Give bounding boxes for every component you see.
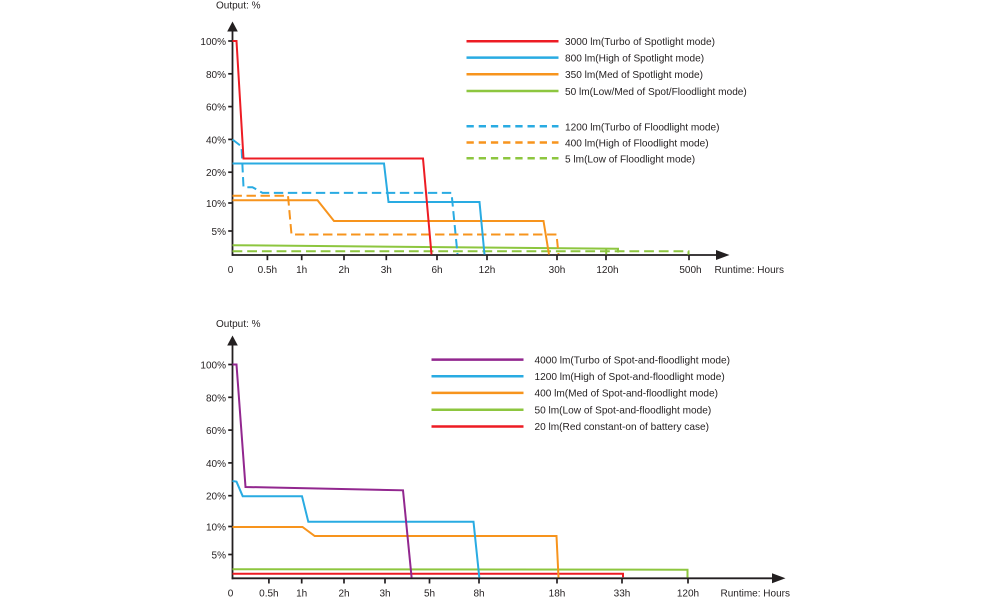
svg-text:5%: 5% <box>212 551 227 562</box>
svg-text:3000 lm(Turbo of Spotlight mod: 3000 lm(Turbo of Spotlight mode) <box>565 37 715 48</box>
svg-text:40%: 40% <box>206 135 226 146</box>
svg-text:Output: %: Output: % <box>216 0 261 11</box>
svg-text:10%: 10% <box>206 523 226 534</box>
svg-text:8h: 8h <box>473 589 484 600</box>
svg-text:80%: 80% <box>206 393 226 404</box>
svg-text:20 lm(Red constant-on of batte: 20 lm(Red constant-on of battery case) <box>535 422 709 433</box>
svg-text:3h: 3h <box>379 589 390 600</box>
svg-text:0: 0 <box>228 265 234 276</box>
svg-text:1h: 1h <box>296 265 307 276</box>
svg-text:60%: 60% <box>206 103 226 114</box>
svg-text:5h: 5h <box>424 589 435 600</box>
svg-text:120h: 120h <box>596 265 618 276</box>
svg-text:20%: 20% <box>206 168 226 179</box>
svg-text:60%: 60% <box>206 426 226 437</box>
svg-text:3h: 3h <box>381 265 392 276</box>
svg-text:5%: 5% <box>212 227 227 238</box>
svg-text:400 lm(High of Floodlight mode: 400 lm(High of Floodlight mode) <box>565 139 709 150</box>
svg-text:50 lm(Low of Spot-and-floodlig: 50 lm(Low of Spot-and-floodlight mode) <box>535 406 712 417</box>
svg-text:1200 lm(Turbo of Floodlight mo: 1200 lm(Turbo of Floodlight mode) <box>565 122 719 133</box>
svg-text:500h: 500h <box>679 265 701 276</box>
svg-text:Runtime: Hours: Runtime: Hours <box>721 589 790 600</box>
svg-text:Runtime: Hours: Runtime: Hours <box>715 265 784 276</box>
svg-text:50 lm(Low/Med of Spot/Floodlig: 50 lm(Low/Med of Spot/Floodlight mode) <box>565 87 747 98</box>
svg-text:350 lm(Med of Spotlight mode): 350 lm(Med of Spotlight mode) <box>565 70 703 81</box>
svg-text:1h: 1h <box>296 589 307 600</box>
svg-text:2h: 2h <box>338 265 349 276</box>
svg-text:100%: 100% <box>200 37 226 48</box>
svg-text:2h: 2h <box>338 589 349 600</box>
svg-text:6h: 6h <box>431 265 442 276</box>
svg-text:120h: 120h <box>677 589 699 600</box>
svg-text:4000 lm(Turbo of Spot-and-floo: 4000 lm(Turbo of Spot-and-floodlight mod… <box>535 355 730 366</box>
svg-text:80%: 80% <box>206 70 226 81</box>
svg-text:5 lm(Low of Floodlight mode): 5 lm(Low of Floodlight mode) <box>565 154 695 165</box>
svg-text:0.5h: 0.5h <box>259 589 278 600</box>
svg-text:18h: 18h <box>549 589 566 600</box>
svg-text:20%: 20% <box>206 492 226 503</box>
svg-text:100%: 100% <box>200 361 226 372</box>
svg-text:30h: 30h <box>549 265 566 276</box>
svg-text:400 lm(Med of Spot-and-floodli: 400 lm(Med of Spot-and-floodlight mode) <box>535 389 718 400</box>
svg-text:0: 0 <box>228 589 234 600</box>
svg-text:10%: 10% <box>206 199 226 210</box>
svg-text:40%: 40% <box>206 459 226 470</box>
svg-text:0.5h: 0.5h <box>258 265 277 276</box>
svg-text:800 lm(High of Spotlight mode): 800 lm(High of Spotlight mode) <box>565 54 704 65</box>
svg-text:Output: %: Output: % <box>216 319 261 330</box>
svg-text:1200 lm(High of Spot-and-flood: 1200 lm(High of Spot-and-floodlight mode… <box>535 372 725 383</box>
svg-text:12h: 12h <box>479 265 496 276</box>
svg-text:33h: 33h <box>614 589 631 600</box>
